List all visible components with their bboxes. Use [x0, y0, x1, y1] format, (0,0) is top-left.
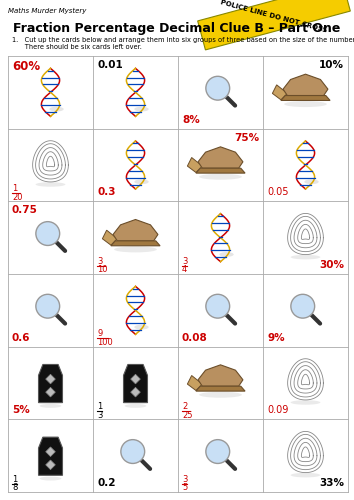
Polygon shape	[111, 241, 160, 246]
Ellipse shape	[291, 473, 320, 478]
Ellipse shape	[134, 180, 149, 184]
Ellipse shape	[125, 404, 147, 408]
Polygon shape	[102, 230, 117, 245]
Text: Maths Murder Mystery: Maths Murder Mystery	[8, 8, 86, 14]
Text: 3: 3	[97, 410, 102, 420]
Text: 0.05: 0.05	[267, 188, 289, 198]
Polygon shape	[46, 460, 55, 469]
Text: 75%: 75%	[234, 132, 259, 142]
Polygon shape	[131, 374, 140, 384]
Circle shape	[206, 294, 230, 318]
Text: 3: 3	[182, 257, 187, 266]
Text: 5%: 5%	[12, 406, 30, 415]
Polygon shape	[113, 220, 158, 241]
Polygon shape	[46, 447, 55, 456]
Text: 9: 9	[97, 330, 102, 338]
Circle shape	[121, 440, 145, 464]
Text: 10%: 10%	[319, 60, 344, 70]
Text: 0.75: 0.75	[12, 206, 38, 216]
Polygon shape	[198, 147, 243, 168]
Text: 0.09: 0.09	[267, 406, 289, 415]
Polygon shape	[39, 364, 63, 403]
Text: 20: 20	[12, 192, 23, 202]
Ellipse shape	[40, 476, 61, 480]
Ellipse shape	[40, 404, 61, 408]
Polygon shape	[272, 85, 287, 100]
Ellipse shape	[49, 106, 64, 112]
Text: 10: 10	[97, 265, 108, 274]
Text: 0.2: 0.2	[97, 478, 115, 488]
Ellipse shape	[199, 392, 242, 398]
Circle shape	[36, 222, 60, 246]
Circle shape	[291, 294, 315, 318]
Circle shape	[36, 294, 60, 318]
Text: 5: 5	[182, 483, 187, 492]
Text: 8: 8	[12, 483, 17, 492]
Ellipse shape	[304, 180, 319, 184]
Ellipse shape	[36, 182, 65, 186]
Ellipse shape	[134, 106, 149, 112]
Polygon shape	[281, 96, 330, 100]
Polygon shape	[39, 437, 63, 476]
Ellipse shape	[134, 324, 149, 330]
Ellipse shape	[114, 246, 157, 252]
Polygon shape	[131, 388, 140, 397]
Text: 8%: 8%	[182, 114, 200, 124]
Ellipse shape	[291, 400, 320, 404]
Circle shape	[206, 440, 230, 464]
Text: 1: 1	[12, 184, 17, 193]
Polygon shape	[187, 158, 202, 172]
Text: 60%: 60%	[12, 60, 40, 73]
Text: 2: 2	[182, 402, 187, 411]
Ellipse shape	[199, 174, 242, 180]
Text: 3: 3	[97, 257, 102, 266]
Circle shape	[206, 76, 230, 100]
Text: 1: 1	[97, 402, 102, 411]
Text: 30%: 30%	[319, 260, 344, 270]
Text: 1: 1	[12, 475, 17, 484]
Text: 100: 100	[97, 338, 113, 347]
FancyBboxPatch shape	[198, 0, 350, 50]
Text: 4: 4	[182, 265, 187, 274]
Text: 1.   Cut up the cards below and arrange them into six groups of three based on t: 1. Cut up the cards below and arrange th…	[12, 37, 354, 43]
Ellipse shape	[284, 101, 327, 107]
Text: 33%: 33%	[319, 478, 344, 488]
Polygon shape	[196, 386, 245, 391]
Polygon shape	[124, 364, 148, 403]
Ellipse shape	[219, 252, 234, 257]
Text: 0.3: 0.3	[97, 188, 115, 198]
Text: POLICE LINE DO NOT CROSS: POLICE LINE DO NOT CROSS	[220, 0, 328, 33]
Polygon shape	[283, 74, 328, 96]
Polygon shape	[196, 168, 245, 173]
Text: There should be six cards left over.: There should be six cards left over.	[12, 44, 142, 50]
Text: 0.08: 0.08	[182, 332, 208, 342]
Text: 0.01: 0.01	[97, 60, 123, 70]
Polygon shape	[46, 388, 55, 397]
Text: 9%: 9%	[267, 332, 285, 342]
Text: 25: 25	[182, 410, 193, 420]
Polygon shape	[198, 365, 243, 386]
Text: 3: 3	[182, 475, 187, 484]
Text: 0.6: 0.6	[12, 332, 30, 342]
Text: Fraction Percentage Decimal Clue B – Part One: Fraction Percentage Decimal Clue B – Par…	[13, 22, 341, 35]
Polygon shape	[187, 376, 202, 390]
Ellipse shape	[291, 255, 320, 260]
Polygon shape	[46, 374, 55, 384]
